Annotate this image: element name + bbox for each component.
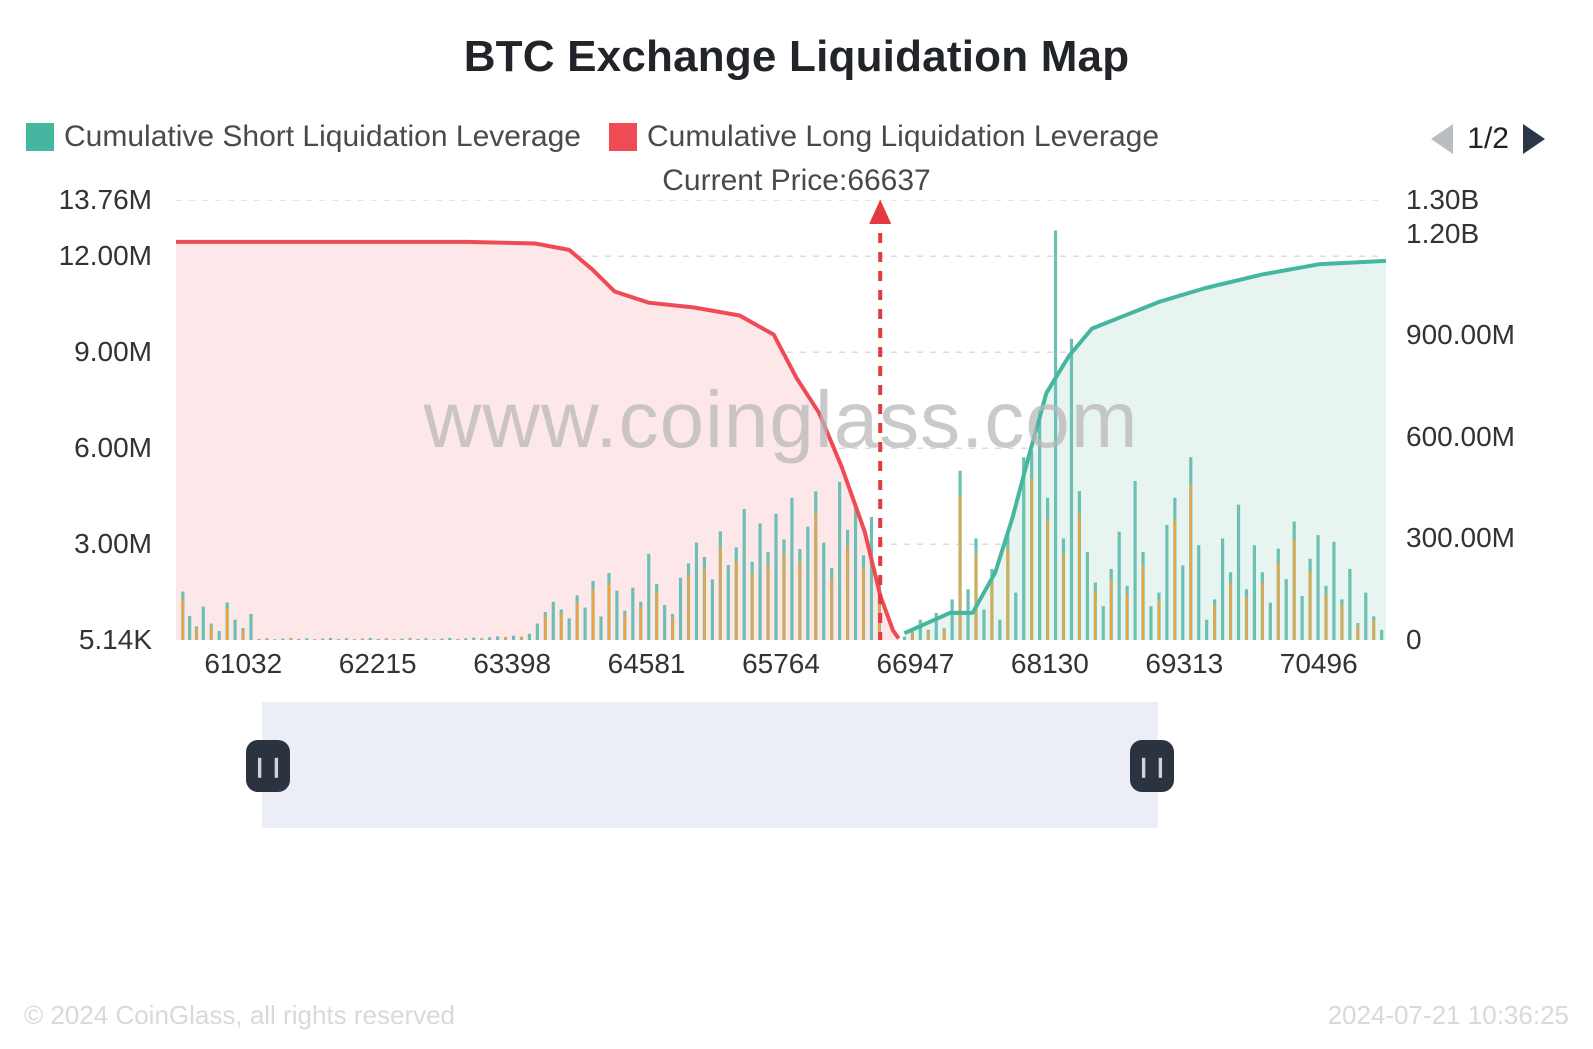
y-right-tick: 0 bbox=[1406, 624, 1422, 656]
range-slider-track[interactable] bbox=[262, 702, 1158, 828]
y-right-tick: 600.00M bbox=[1406, 421, 1515, 453]
x-tick: 66947 bbox=[876, 648, 954, 680]
footer-timestamp: 2024-07-21 10:36:25 bbox=[1328, 1000, 1569, 1031]
legend-short-swatch bbox=[26, 123, 54, 151]
y-right-tick: 1.30B bbox=[1406, 184, 1479, 216]
legend-long-swatch bbox=[609, 123, 637, 151]
legend-long-label: Cumulative Long Liquidation Leverage bbox=[647, 120, 1159, 154]
x-tick: 68130 bbox=[1011, 648, 1089, 680]
pager: 1/2 bbox=[1417, 122, 1559, 156]
y-axis-left: 5.14K3.00M6.00M9.00M12.00M13.76M bbox=[0, 200, 168, 840]
chart-svg bbox=[176, 200, 1386, 640]
y-left-tick: 13.76M bbox=[59, 184, 152, 216]
grip-icon: ❙❙ bbox=[251, 754, 285, 779]
legend: Cumulative Short Liquidation Leverage Cu… bbox=[26, 120, 1187, 154]
y-right-tick: 900.00M bbox=[1406, 319, 1515, 351]
y-left-tick: 3.00M bbox=[74, 528, 152, 560]
pager-prev-icon[interactable] bbox=[1431, 124, 1453, 154]
legend-short[interactable]: Cumulative Short Liquidation Leverage bbox=[26, 120, 581, 154]
x-tick: 69313 bbox=[1145, 648, 1223, 680]
current-price-value: 66637 bbox=[847, 164, 930, 197]
y-left-tick: 6.00M bbox=[74, 432, 152, 464]
x-tick: 62215 bbox=[339, 648, 417, 680]
legend-short-label: Cumulative Short Liquidation Leverage bbox=[64, 120, 581, 154]
y-right-tick: 300.00M bbox=[1406, 522, 1515, 554]
chart-title: BTC Exchange Liquidation Map bbox=[0, 32, 1593, 82]
y-axis-right: 0300.00M600.00M900.00M1.20B1.30B bbox=[1390, 200, 1590, 840]
x-tick: 63398 bbox=[473, 648, 551, 680]
current-price-label: Current Price: bbox=[662, 164, 847, 197]
x-tick: 70496 bbox=[1280, 648, 1358, 680]
grip-icon: ❙❙ bbox=[1135, 754, 1169, 779]
y-left-tick: 12.00M bbox=[59, 240, 152, 272]
y-left-tick: 9.00M bbox=[74, 336, 152, 368]
y-right-tick: 1.20B bbox=[1406, 218, 1479, 250]
footer-copyright: © 2024 CoinGlass, all rights reserved bbox=[24, 1000, 455, 1031]
x-tick: 64581 bbox=[608, 648, 686, 680]
x-tick: 61032 bbox=[204, 648, 282, 680]
pager-next-icon[interactable] bbox=[1523, 124, 1545, 154]
range-slider-handle-right[interactable]: ❙❙ bbox=[1130, 740, 1174, 792]
x-tick: 65764 bbox=[742, 648, 820, 680]
range-slider-handle-left[interactable]: ❙❙ bbox=[246, 740, 290, 792]
x-axis: 61032 62215 63398 64581 65764 66947 68130 69313… bbox=[176, 648, 1386, 688]
y-left-tick: 5.14K bbox=[79, 624, 152, 656]
legend-long[interactable]: Cumulative Long Liquidation Leverage bbox=[609, 120, 1159, 154]
pager-label: 1/2 bbox=[1467, 122, 1509, 156]
current-price: Current Price:66637 bbox=[0, 164, 1593, 198]
